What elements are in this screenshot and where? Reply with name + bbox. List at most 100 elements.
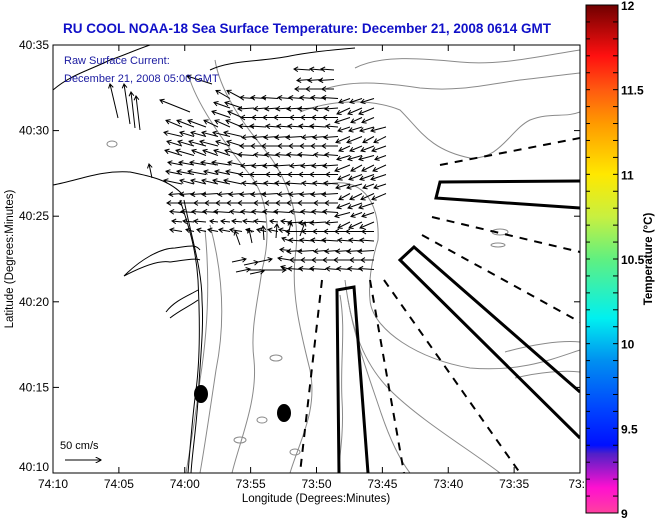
current-vector [297,105,315,112]
y-axis-label: Latitude (Degrees:Minutes) [4,189,16,328]
current-vector [248,267,287,273]
current-vector [218,227,231,233]
current-vector [227,160,243,166]
contour-line [214,59,313,473]
current-vector [163,130,183,137]
current-vector [362,136,375,144]
current-vector [358,265,375,272]
current-vector [360,257,374,263]
current-vector [309,265,327,272]
current-vector [273,114,290,121]
shipping-lane-boxes [335,179,580,473]
current-vector [348,221,363,230]
current-vector [235,267,251,273]
current-vector [350,164,363,172]
current-vector [269,218,279,225]
current-vector [293,66,311,73]
current-vector [338,193,351,201]
current-vector [281,236,291,242]
current-vector [213,100,231,109]
current-vector [265,123,279,130]
y-tick-label: 40:25 [19,209,49,223]
current-vector [289,162,303,169]
current-vector [325,123,339,130]
current-vector [301,134,315,141]
current-vector [224,100,243,109]
current-vector [318,77,335,84]
current-vector [201,191,219,198]
current-vector [169,227,183,233]
current-vector [253,105,267,112]
coastline-river [123,245,201,277]
current-vector [240,208,255,215]
contour-line [321,72,580,91]
contour-line [199,224,223,473]
current-vector [345,228,362,235]
current-vector [203,169,219,175]
current-vector [231,257,247,263]
current-vector [309,171,326,178]
current-vector [191,148,207,156]
current-vector [372,164,387,173]
buoy-marker[interactable] [277,404,291,422]
current-vector [261,143,278,149]
current-annotation-line-1: Raw Surface Current: [64,55,170,67]
current-vector [349,145,363,153]
y-tick-label: 40:30 [19,124,49,138]
contour-island [233,436,247,444]
current-vector [182,218,195,225]
current-vector [253,151,267,158]
current-vector [277,143,290,149]
current-vector [323,180,339,187]
current-vector [361,212,375,219]
current-vector [226,139,243,147]
current-vector [324,248,339,255]
current-vector [309,123,327,130]
y-tick-label: 40:35 [19,38,49,52]
figure-title: RU COOL NOAA-18 Sea Surface Temperature:… [63,21,552,36]
current-vector [313,200,326,206]
current-vector [227,110,243,118]
y-tick-label: 40:20 [19,295,49,309]
current-vector [338,98,351,104]
current-vector [188,139,207,147]
current-vector [350,212,363,218]
current-vector [336,107,351,116]
current-vector [228,191,243,198]
current-vector [121,83,131,125]
current-vector [361,117,375,124]
current-vector [358,202,375,210]
current-vector [212,130,231,137]
contour-line [354,49,580,69]
current-vector [324,105,339,112]
current-vector [211,109,231,118]
current-vector [371,193,387,201]
buoy-marker[interactable] [194,385,208,403]
current-vector [288,94,303,101]
current-vector [300,162,315,169]
current-vector [320,66,335,73]
dashed-lane-line [383,279,521,473]
current-vector [313,151,327,158]
current-vector [296,77,311,84]
current-vector [229,208,243,215]
current-vector [241,180,255,187]
current-vectors [108,66,387,275]
current-vector [273,162,291,169]
current-vector [346,183,363,190]
x-tick-label: 73:50 [301,477,331,491]
current-vector [226,89,243,99]
current-vector [237,151,255,158]
x-tick-label: 74:00 [170,477,200,491]
current-vector [285,134,303,141]
current-vector [242,218,255,225]
contour-line [347,299,411,473]
current-vector [190,130,207,137]
contour-line [324,182,580,370]
current-vector [187,118,207,128]
current-vector [277,255,291,262]
current-vector [322,114,338,121]
current-vector [249,171,266,178]
current-vector [299,221,307,237]
